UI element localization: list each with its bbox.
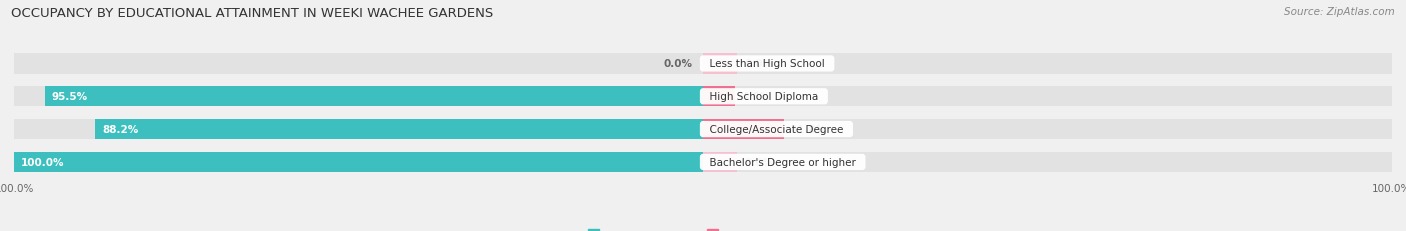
Bar (703, 119, 785, 140)
Bar (14, 152, 1392, 172)
Text: OCCUPANCY BY EDUCATIONAL ATTAINMENT IN WEEKI WACHEE GARDENS: OCCUPANCY BY EDUCATIONAL ATTAINMENT IN W… (11, 7, 494, 20)
Bar (703, 152, 738, 172)
Legend: Owner-occupied, Renter-occupied: Owner-occupied, Renter-occupied (583, 225, 823, 231)
Text: High School Diploma: High School Diploma (703, 92, 825, 102)
Text: College/Associate Degree: College/Associate Degree (703, 125, 849, 134)
Text: 0.0%: 0.0% (744, 157, 773, 167)
Bar (96, 119, 703, 140)
Text: Less than High School: Less than High School (703, 59, 831, 69)
Text: 95.5%: 95.5% (52, 92, 89, 102)
Bar (14, 54, 1392, 74)
Text: 4.6%: 4.6% (741, 92, 770, 102)
Bar (14, 152, 703, 172)
Bar (14, 119, 1392, 140)
Text: 0.0%: 0.0% (744, 59, 773, 69)
Text: 100.0%: 100.0% (21, 157, 65, 167)
Text: Source: ZipAtlas.com: Source: ZipAtlas.com (1284, 7, 1395, 17)
Bar (14, 87, 1392, 107)
Text: 0.0%: 0.0% (664, 59, 693, 69)
Text: 88.2%: 88.2% (103, 125, 139, 134)
Bar (703, 54, 738, 74)
Text: Bachelor's Degree or higher: Bachelor's Degree or higher (703, 157, 862, 167)
Text: 11.8%: 11.8% (792, 125, 828, 134)
Bar (703, 87, 735, 107)
Bar (45, 87, 703, 107)
